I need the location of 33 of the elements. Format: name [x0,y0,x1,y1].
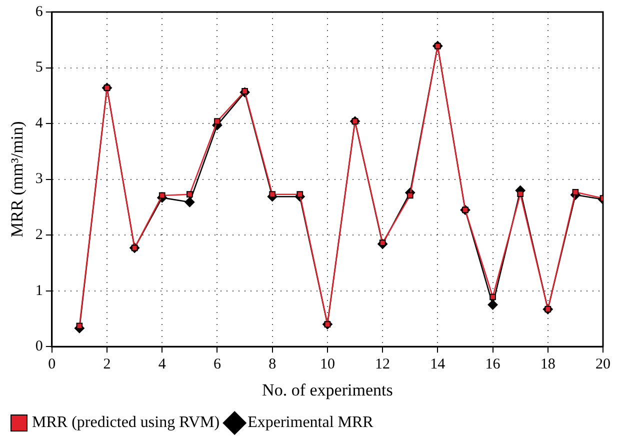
y-axis-title: MRR (mm³/min) [8,121,27,238]
point [76,322,83,330]
x-axis-title: No. of experiments [262,380,393,400]
point [158,192,166,199]
y-tick-label: 4 [35,115,44,132]
x-tick-label: 16 [485,356,501,373]
y-tick-label: 2 [35,227,43,244]
y-tick-label: 5 [35,60,43,76]
legend-label: MRR (predicted using RVM) [32,414,220,432]
y-tick-label: 1 [35,282,43,299]
point [490,294,496,300]
point [406,192,414,199]
x-tick-label: 0 [48,356,56,373]
point [184,197,195,208]
point [488,300,498,310]
point [572,188,579,196]
x-tick-label: 4 [158,356,166,373]
x-tick-label: 20 [596,356,610,373]
x-tick-label: 10 [320,356,335,373]
point [214,118,220,124]
x-tick-label: 8 [268,356,276,373]
x-tick-label: 6 [213,356,222,373]
point [186,191,193,198]
point [296,191,304,198]
x-tick-label: 14 [430,356,446,373]
y-tick-label: 3 [35,171,43,188]
x-tick-label: 18 [540,356,556,373]
y-tick-label: 0 [35,338,43,355]
x-tick-label: 2 [103,356,111,373]
point [517,190,524,197]
x-tick-label: 12 [375,356,390,373]
y-tick-label: 6 [35,4,44,20]
legend-label: Experimental MRR [248,414,374,432]
